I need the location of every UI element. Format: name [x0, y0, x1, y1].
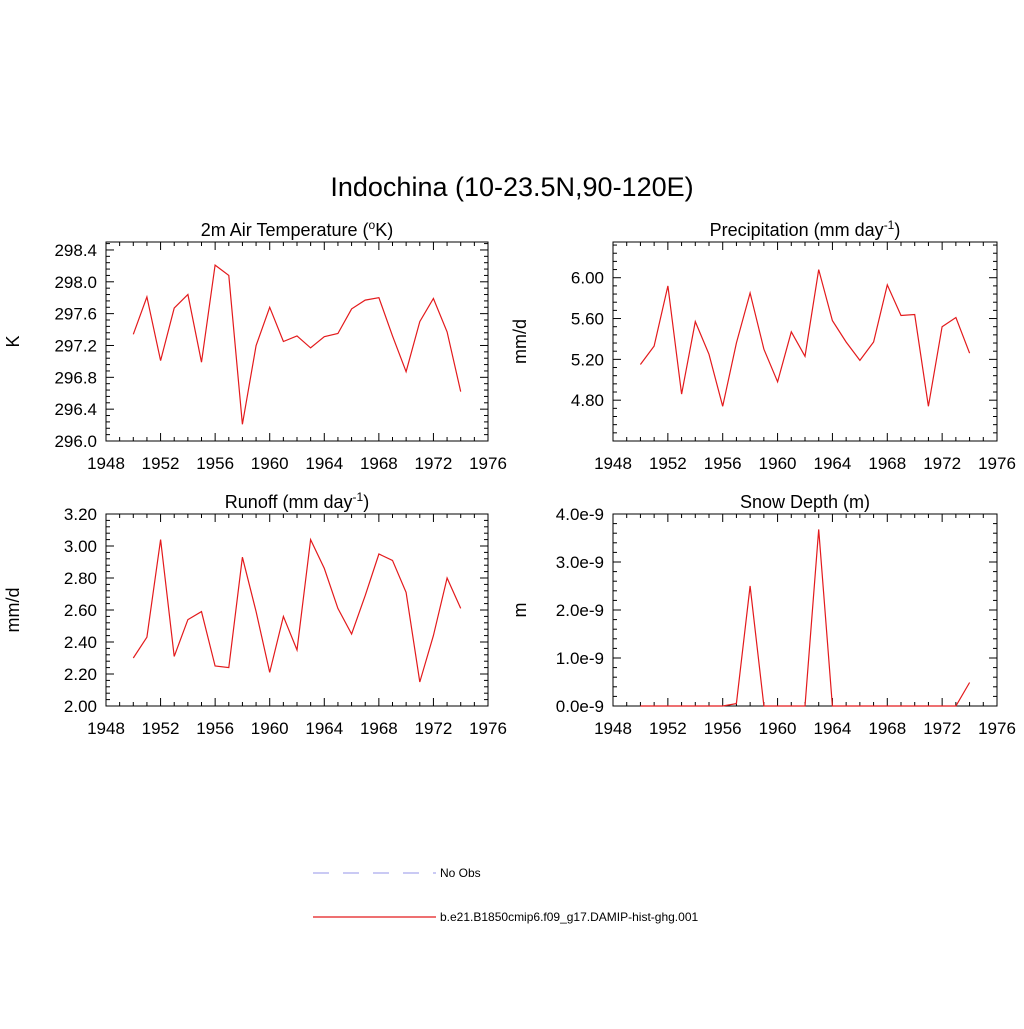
series-line-1: [639, 269, 971, 407]
x-tick-label: 1976: [469, 454, 507, 473]
x-tick-label: 1960: [759, 454, 797, 473]
panel-title-superscript: -1: [884, 218, 895, 232]
x-tick-label: 1968: [868, 454, 906, 473]
panel-title-text: 2m Air Temperature (: [201, 220, 369, 240]
y-tick-label: 2.60: [64, 601, 97, 620]
x-tick-label: 1972: [923, 454, 961, 473]
x-tick-label: 1964: [305, 719, 343, 738]
y-tick-label: 2.40: [64, 633, 97, 652]
panel-title-text: Precipitation (mm day: [710, 220, 884, 240]
x-tick-label: 1952: [649, 454, 687, 473]
y-tick-label: 4.80: [571, 391, 604, 410]
y-tick-label: 2.00: [64, 697, 97, 716]
x-tick-label: 1952: [142, 719, 180, 738]
panels: 1948 1952 1956 1960 1964 1968 1972 1976 296.0 296…: [3, 218, 1016, 738]
x-tick-label: 1948: [87, 719, 125, 738]
x-tick-label: 1972: [415, 719, 453, 738]
x-tick-label: 1968: [360, 719, 398, 738]
y-tick-label: 2.0e-9: [556, 601, 604, 620]
x-tick-label: 1964: [814, 719, 852, 738]
x-tick-label: 1960: [759, 719, 797, 738]
panel-title: 2m Air Temperature (oK): [201, 218, 393, 240]
panel-3: 1948 1952 1956 1960 1964 1968 1972 1976 2.00 2.20…: [3, 490, 507, 738]
plot-frame: [105, 241, 489, 442]
y-tick-label: 5.20: [571, 350, 604, 369]
series-line-1: [132, 264, 462, 425]
x-tick-label: 1964: [814, 454, 852, 473]
panel-2: 1948 1952 1956 1960 1964 1968 1972 1976 4.80 5.20…: [510, 218, 1016, 473]
y-axis-label: mm/d: [3, 588, 23, 633]
panel-title-superscript: o: [369, 218, 376, 232]
panel-title-text-end: ): [363, 492, 369, 512]
y-tick-label: 1.0e-9: [556, 649, 604, 668]
legend-label-model: b.e21.B1850cmip6.f09_g17.DAMIP-hist-ghg.…: [440, 910, 698, 924]
panel-title: Snow Depth (m): [740, 492, 870, 512]
y-tick-label: 5.60: [571, 310, 604, 329]
x-tick-label: 1956: [704, 719, 742, 738]
figure-title: Indochina (10-23.5N,90-120E): [330, 172, 693, 202]
x-tick-label: 1948: [594, 719, 632, 738]
x-tick-label: 1972: [923, 719, 961, 738]
y-tick-label: 296.8: [54, 368, 97, 387]
panel-4: 1948 1952 1956 1960 1964 1968 1972 1976 0.0e-9 1.…: [510, 492, 1016, 738]
panel-title-text-end: K): [375, 220, 393, 240]
x-tick-label: 1976: [978, 719, 1016, 738]
plot-frame: [612, 513, 998, 707]
x-tick-label: 1956: [704, 454, 742, 473]
y-tick-label: 297.2: [54, 336, 97, 355]
panel-title-superscript: -1: [353, 490, 364, 504]
series-line-1: [640, 529, 971, 707]
x-tick-label: 1948: [87, 454, 125, 473]
panel-title: Runoff (mm day-1): [225, 490, 369, 512]
y-tick-label: 298.4: [54, 241, 97, 260]
y-tick-label: 296.0: [54, 432, 97, 451]
legend-label-no-obs: No Obs: [440, 866, 481, 880]
x-tick-label: 1968: [868, 719, 906, 738]
x-tick-label: 1964: [305, 454, 343, 473]
panel-title: Precipitation (mm day-1): [710, 218, 901, 240]
panel-title-text-end: ): [894, 220, 900, 240]
y-tick-label: 297.6: [54, 305, 97, 324]
x-tick-label: 1968: [360, 454, 398, 473]
x-tick-label: 1952: [142, 454, 180, 473]
x-tick-label: 1952: [649, 719, 687, 738]
plot-frame: [105, 513, 489, 707]
y-axis-label: mm/d: [510, 319, 530, 364]
panel-1: 1948 1952 1956 1960 1964 1968 1972 1976 296.0 296…: [3, 218, 507, 473]
x-tick-label: 1956: [196, 454, 234, 473]
x-tick-label: 1948: [594, 454, 632, 473]
x-tick-label: 1976: [469, 719, 507, 738]
x-tick-label: 1976: [978, 454, 1016, 473]
y-axis-label: m: [510, 603, 530, 618]
x-tick-label: 1956: [196, 719, 234, 738]
x-tick-label: 1960: [251, 454, 289, 473]
y-tick-label: 2.20: [64, 665, 97, 684]
y-tick-label: 2.80: [64, 569, 97, 588]
x-tick-label: 1960: [251, 719, 289, 738]
panel-title-text: Runoff (mm day: [225, 492, 353, 512]
y-tick-label: 4.0e-9: [556, 505, 604, 524]
legend: No Obs b.e21.B1850cmip6.f09_g17.DAMIP-hi…: [313, 866, 698, 924]
x-tick-label: 1972: [415, 454, 453, 473]
y-tick-label: 3.20: [64, 505, 97, 524]
series-line-1: [132, 537, 462, 683]
y-tick-label: 6.00: [571, 269, 604, 288]
y-tick-label: 298.0: [54, 273, 97, 292]
y-tick-label: 0.0e-9: [556, 697, 604, 716]
panel-title-text: Snow Depth (m): [740, 492, 870, 512]
y-axis-label: K: [3, 335, 23, 347]
y-tick-label: 3.00: [64, 537, 97, 556]
y-tick-label: 3.0e-9: [556, 553, 604, 572]
y-tick-label: 296.4: [54, 400, 97, 419]
